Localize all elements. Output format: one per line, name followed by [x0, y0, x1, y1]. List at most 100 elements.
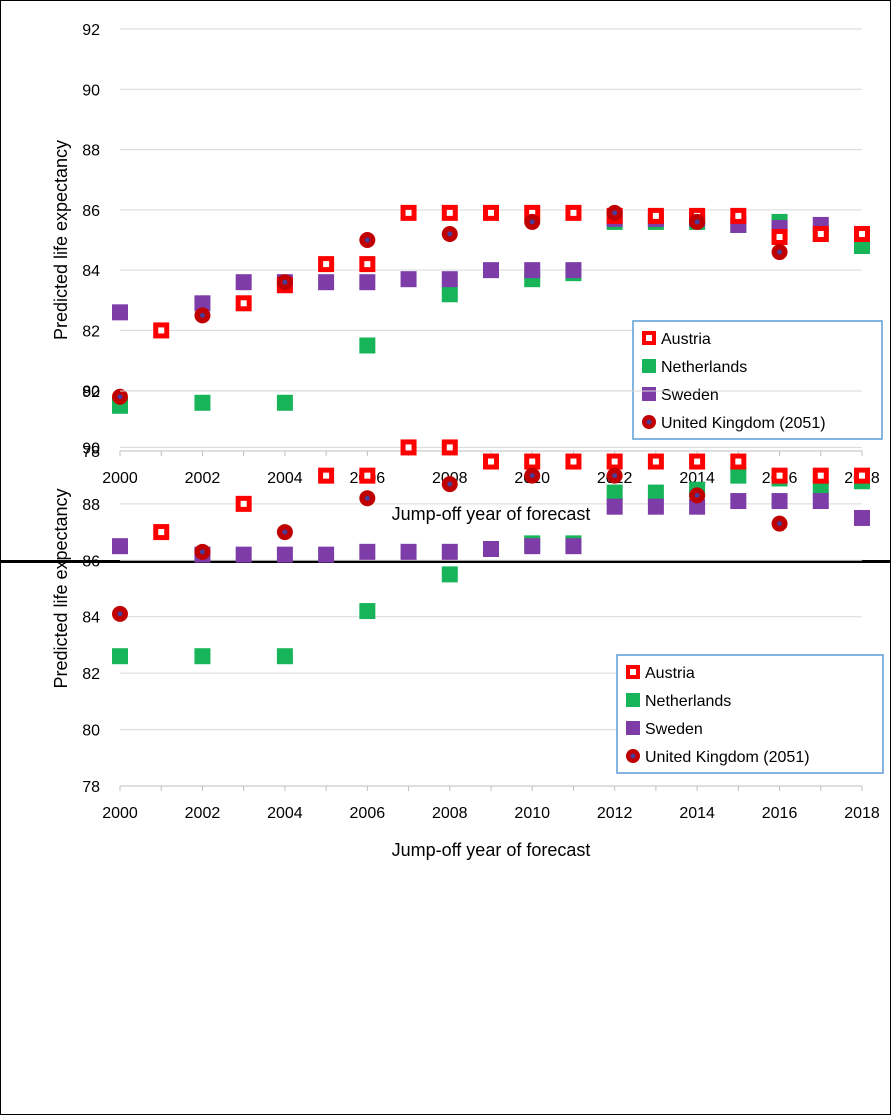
point-austria-hole [446, 444, 453, 451]
point-austria-hole [158, 529, 165, 536]
point-netherlands [359, 603, 376, 620]
point-uk-center [364, 495, 370, 501]
point-austria-hole [570, 209, 577, 216]
point-austria-hole [859, 472, 865, 479]
x-tick-label: 2002 [185, 470, 221, 487]
point-sweden [441, 543, 458, 560]
point-uk-center [282, 279, 288, 285]
x-tick-label: 2014 [679, 470, 715, 487]
point-sweden [359, 274, 376, 291]
point-netherlands [194, 648, 211, 665]
legend-marker-austria-hole [630, 669, 636, 675]
point-uk-center [694, 492, 700, 498]
point-netherlands [276, 394, 293, 411]
legend-box [632, 320, 883, 440]
point-sweden [606, 498, 623, 515]
legend-marker-uk-center [630, 753, 636, 759]
x-tick-label: 2000 [102, 805, 138, 822]
point-netherlands [441, 286, 458, 303]
point-netherlands [441, 566, 458, 583]
point-uk-center [694, 219, 700, 225]
point-sweden [235, 546, 252, 563]
point-austria-hole [488, 209, 494, 216]
x-tick-label: 2016 [762, 805, 798, 822]
point-sweden [441, 271, 458, 288]
point-sweden [194, 295, 211, 312]
point-sweden [524, 538, 541, 555]
point-uk-center [117, 394, 123, 400]
point-netherlands [606, 484, 623, 501]
point-uk-center [612, 473, 618, 479]
point-sweden [359, 543, 376, 560]
point-sweden [483, 262, 499, 279]
point-netherlands [854, 238, 870, 255]
y-tick-label: 78 [82, 444, 100, 461]
point-netherlands [730, 467, 747, 484]
point-uk-center [612, 210, 618, 216]
point-sweden [318, 274, 335, 291]
point-sweden [647, 498, 664, 515]
point-austria-hole [611, 458, 618, 465]
legend-marker-sweden [642, 387, 656, 401]
y-tick-label: 84 [82, 610, 100, 627]
point-austria-hole [323, 261, 330, 268]
y-tick-label: 80 [82, 723, 100, 740]
legend-marker-netherlands [626, 693, 640, 707]
legend-marker-uk-center [646, 419, 652, 425]
point-sweden [854, 509, 870, 526]
point-uk-center [777, 249, 783, 255]
x-axis-title: Jump-off year of forecast [392, 504, 591, 524]
point-netherlands [359, 337, 376, 354]
x-tick-label: 2014 [679, 805, 715, 822]
point-sweden [400, 271, 417, 288]
point-austria-hole [529, 458, 536, 465]
point-uk-center [529, 473, 535, 479]
point-sweden [565, 538, 582, 555]
point-austria-hole [405, 209, 412, 216]
point-sweden [318, 546, 335, 563]
y-tick-label: 92 [82, 22, 100, 39]
point-austria-hole [323, 472, 330, 479]
point-uk-center [529, 219, 535, 225]
point-austria-hole [488, 458, 494, 465]
legend-label: Sweden [645, 721, 703, 738]
point-austria-hole [859, 230, 865, 237]
point-austria-hole [405, 444, 412, 451]
point-austria-hole [776, 472, 783, 479]
x-tick-label: 2004 [267, 805, 303, 822]
legend-marker-austria-hole [646, 335, 652, 341]
x-tick-label: 2012 [597, 805, 633, 822]
legend-label: Austria [645, 665, 695, 682]
point-austria-hole [446, 209, 453, 216]
y-tick-label: 80 [82, 384, 100, 401]
y-tick-label: 78 [82, 779, 100, 796]
point-uk-center [447, 481, 453, 487]
chart-2: 78 80 82 84 86 88 90 92 2000 2002 2004 2006 2008 2010… [51, 384, 884, 860]
y-tick-label: 82 [82, 666, 100, 683]
point-austria-hole [364, 472, 371, 479]
legend-label: United Kingdom (2051) [661, 415, 826, 432]
x-tick-label: 2000 [102, 470, 138, 487]
point-uk-center [364, 237, 370, 243]
point-sweden [276, 546, 293, 563]
point-austria-hole [240, 300, 247, 307]
point-uk-center [777, 521, 783, 527]
point-uk-center [117, 611, 123, 617]
x-tick-label: 2002 [185, 805, 221, 822]
point-austria-hole [817, 230, 824, 237]
y-tick-label: 82 [82, 323, 100, 340]
point-austria-hole [570, 458, 577, 465]
legend-label: Austria [661, 331, 711, 348]
point-uk-center [447, 231, 453, 237]
point-sweden [112, 304, 128, 321]
point-sweden [771, 493, 788, 510]
point-sweden [812, 493, 829, 510]
point-uk-center [282, 529, 288, 535]
point-austria-hole [735, 212, 742, 219]
point-austria-hole [240, 500, 247, 507]
point-austria-hole [364, 261, 371, 268]
point-netherlands [647, 484, 664, 501]
point-uk-center [199, 549, 205, 555]
y-tick-label: 90 [82, 82, 100, 99]
